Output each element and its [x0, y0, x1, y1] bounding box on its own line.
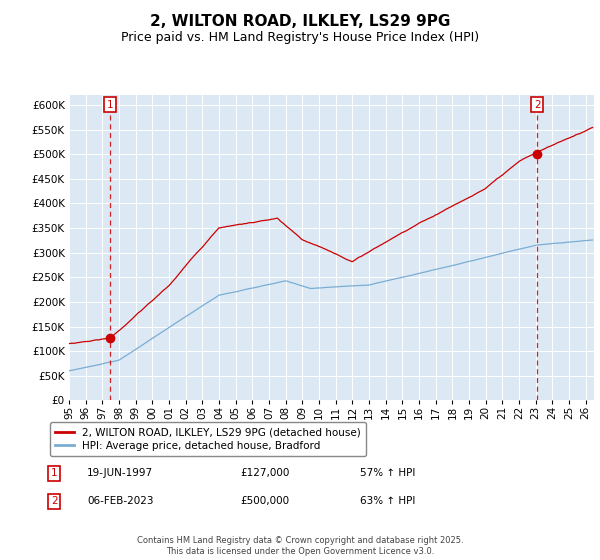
Text: 19-JUN-1997: 19-JUN-1997 [87, 468, 153, 478]
Text: £500,000: £500,000 [240, 496, 289, 506]
Text: 63% ↑ HPI: 63% ↑ HPI [360, 496, 415, 506]
Text: 57% ↑ HPI: 57% ↑ HPI [360, 468, 415, 478]
Legend: 2, WILTON ROAD, ILKLEY, LS29 9PG (detached house), HPI: Average price, detached : 2, WILTON ROAD, ILKLEY, LS29 9PG (detach… [50, 422, 367, 456]
Text: Contains HM Land Registry data © Crown copyright and database right 2025.
This d: Contains HM Land Registry data © Crown c… [137, 536, 463, 556]
Text: 2, WILTON ROAD, ILKLEY, LS29 9PG: 2, WILTON ROAD, ILKLEY, LS29 9PG [150, 14, 450, 29]
Text: £127,000: £127,000 [240, 468, 289, 478]
Text: 2: 2 [534, 100, 541, 110]
Text: 1: 1 [107, 100, 113, 110]
Text: 2: 2 [51, 496, 58, 506]
Text: 1: 1 [51, 468, 58, 478]
Text: 06-FEB-2023: 06-FEB-2023 [87, 496, 154, 506]
Text: Price paid vs. HM Land Registry's House Price Index (HPI): Price paid vs. HM Land Registry's House … [121, 31, 479, 44]
